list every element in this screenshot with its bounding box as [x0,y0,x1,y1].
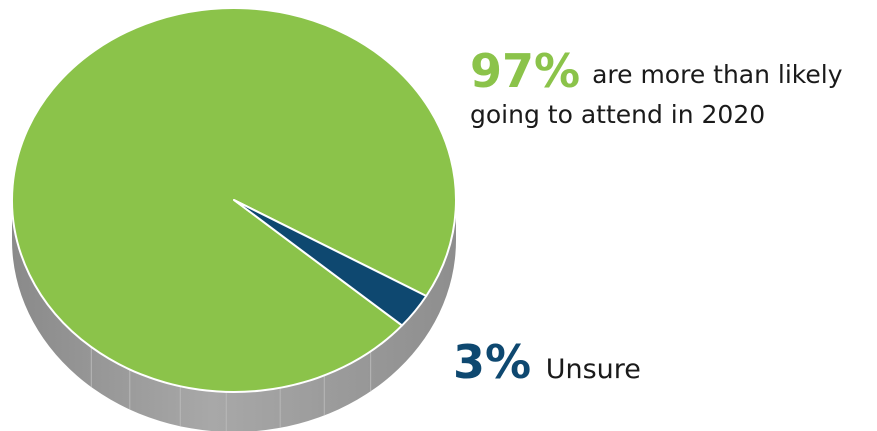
pie-slice-unsure [233,199,428,327]
pie-top [11,7,457,393]
callout-unsure-label: Unsure [545,354,641,385]
pie-side [12,200,456,431]
callout-attend-line1: are more than likely [592,60,843,89]
callout-attend-percent: 97% [470,44,581,98]
callout-attend-line2: going to attend in 2020 [470,100,766,129]
callout-attend: 97% are more than likely going to attend… [470,48,870,133]
pie-side-band [12,200,456,431]
pie-chart [11,7,457,431]
callout-unsure-percent: 3% [453,335,532,389]
callout-unsure: 3% Unsure [453,336,641,396]
